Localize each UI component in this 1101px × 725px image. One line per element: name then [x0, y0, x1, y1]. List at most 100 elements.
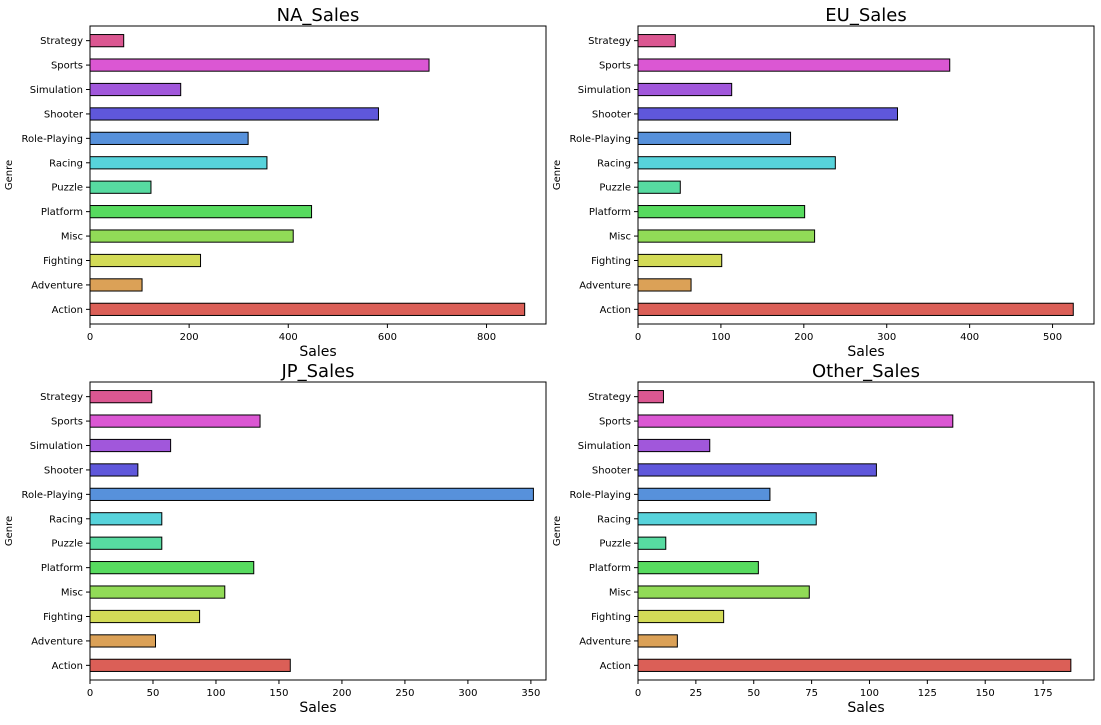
bar-shooter — [637, 463, 877, 477]
x-axis-label: Sales — [299, 700, 336, 716]
axes-frame — [89, 25, 547, 325]
bar-simulation — [89, 438, 172, 453]
y-tick-label: Misc — [609, 232, 631, 243]
bar-simulation — [637, 438, 711, 453]
bar-misc — [89, 585, 226, 599]
y-tick-label: Action — [52, 661, 83, 672]
bar-platform — [637, 205, 806, 219]
y-tick-label: Adventure — [579, 280, 631, 291]
bar-action — [89, 658, 291, 672]
y-tick-label: Role-Playing — [570, 134, 631, 145]
y-tick-label: Simulation — [30, 441, 83, 452]
y-tick-label: Simulation — [578, 441, 631, 452]
chart-panel-other-sales: Action Adventure Fighting Misc Platform Puzzl… — [552, 361, 1095, 716]
bar-sports — [637, 58, 951, 72]
bar-fighting — [89, 253, 202, 268]
bar-role-playing — [89, 131, 249, 145]
y-tick-label: Platform — [41, 563, 83, 574]
y-tick-label: Platform — [41, 207, 83, 218]
bar-strategy — [637, 390, 664, 404]
x-tick-label: 300 — [458, 688, 477, 699]
axes-frame — [89, 381, 547, 681]
x-tick-label: 0 — [87, 332, 93, 343]
y-axis-label: Genre — [552, 160, 563, 190]
bar-misc — [637, 585, 810, 599]
bar-puzzle — [637, 180, 681, 194]
y-axis-label: Genre — [4, 516, 15, 546]
bar-simulation — [637, 82, 733, 97]
x-tick-label: 500 — [1043, 332, 1062, 343]
bar-puzzle — [637, 536, 667, 550]
bar-racing — [637, 512, 817, 526]
bar-misc — [637, 229, 816, 243]
y-tick-label: Strategy — [40, 392, 83, 403]
bar-fighting — [637, 609, 725, 624]
chart-title: JP_Sales — [280, 361, 354, 382]
y-tick-label: Action — [600, 305, 631, 316]
x-tick-label: 50 — [747, 688, 760, 699]
bar-platform — [89, 561, 255, 575]
y-tick-label: Misc — [609, 588, 631, 599]
y-axis-label: Genre — [552, 516, 563, 546]
x-tick-label: 200 — [180, 332, 199, 343]
bar-racing — [89, 156, 268, 170]
x-tick-label: 200 — [332, 688, 351, 699]
y-tick-label: Strategy — [588, 392, 631, 403]
bar-adventure — [637, 278, 692, 292]
chart-panel-na-sales: Action Adventure Fighting Misc Platform Puzzl… — [4, 5, 547, 360]
x-tick-label: 150 — [976, 688, 995, 699]
chart-title: EU_Sales — [825, 5, 906, 26]
x-tick-label: 100 — [860, 688, 879, 699]
x-tick-label: 25 — [690, 688, 703, 699]
y-tick-label: Sports — [599, 61, 631, 72]
x-tick-label: 125 — [918, 688, 937, 699]
x-tick-label: 600 — [378, 332, 397, 343]
x-tick-label: 250 — [395, 688, 414, 699]
bar-action — [637, 658, 1072, 672]
chart-title: Other_Sales — [812, 361, 920, 382]
x-tick-label: 400 — [279, 332, 298, 343]
x-tick-label: 100 — [206, 688, 225, 699]
x-tick-label: 0 — [635, 332, 641, 343]
y-tick-label: Puzzle — [599, 539, 631, 550]
bar-platform — [89, 205, 313, 219]
y-tick-label: Racing — [49, 158, 83, 169]
y-tick-label: Adventure — [31, 636, 83, 647]
bar-role-playing — [637, 487, 771, 501]
x-tick-label: 0 — [635, 688, 641, 699]
y-tick-label: Fighting — [43, 612, 83, 623]
x-tick-label: 75 — [805, 688, 818, 699]
y-tick-label: Misc — [61, 588, 83, 599]
bar-role-playing — [637, 131, 792, 145]
y-tick-label: Racing — [597, 514, 631, 525]
y-tick-label: Simulation — [578, 85, 631, 96]
bar-action — [637, 302, 1074, 316]
y-tick-label: Action — [52, 305, 83, 316]
chart-title: NA_Sales — [277, 5, 360, 26]
y-tick-label: Action — [600, 661, 631, 672]
chart-panel-eu-sales: Action Adventure Fighting Misc Platform Puzzl… — [552, 5, 1095, 360]
y-tick-label: Puzzle — [51, 539, 83, 550]
x-tick-label: 175 — [1034, 688, 1053, 699]
chart-panel-jp-sales: Action Adventure Fighting Misc Platform Puzzl… — [4, 361, 547, 716]
bar-simulation — [89, 82, 182, 97]
x-tick-label: 350 — [521, 688, 540, 699]
y-tick-label: Sports — [599, 417, 631, 428]
y-tick-label: Fighting — [43, 256, 83, 267]
y-tick-label: Misc — [61, 232, 83, 243]
bar-adventure — [637, 634, 678, 648]
y-tick-label: Shooter — [44, 109, 84, 120]
x-tick-label: 200 — [794, 332, 813, 343]
bar-strategy — [89, 34, 125, 48]
y-tick-label: Platform — [589, 563, 631, 574]
x-axis-label: Sales — [847, 700, 884, 716]
bar-platform — [637, 561, 759, 575]
y-tick-label: Fighting — [591, 256, 631, 267]
y-tick-label: Shooter — [592, 465, 632, 476]
y-tick-label: Sports — [51, 417, 83, 428]
bar-role-playing — [89, 487, 534, 501]
y-tick-label: Sports — [51, 61, 83, 72]
bar-adventure — [89, 634, 157, 648]
